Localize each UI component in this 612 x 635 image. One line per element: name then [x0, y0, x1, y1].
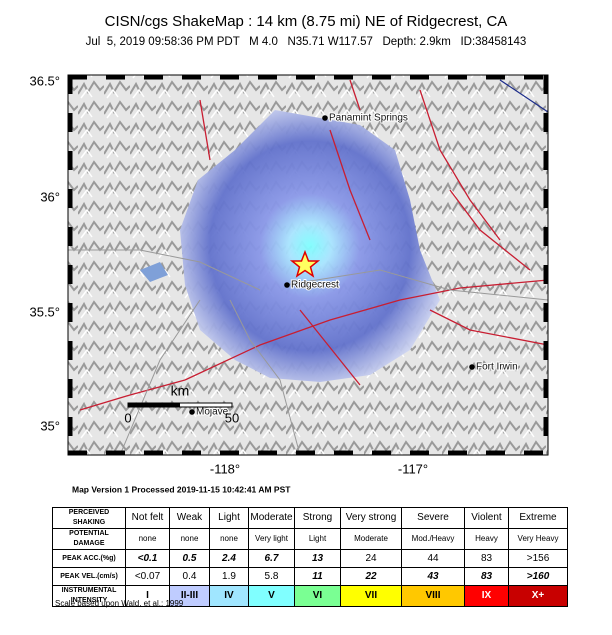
legend-cell: VIII	[401, 585, 465, 607]
legend-row: PEAK ACC.(%g) <0.1 0.5 2.4 6.7 13 24 44 83 >156	[52, 549, 568, 568]
title: CISN/cgs ShakeMap : 14 km (8.75 mi) NE o…	[105, 13, 508, 30]
scale-label: 0	[124, 410, 131, 425]
legend-cell: VI	[294, 585, 341, 607]
intensity-legend: PERCEIVED SHAKING Not felt Weak Light Modera…	[52, 507, 568, 607]
row-label: PERCEIVED SHAKING	[52, 507, 126, 529]
legend-cell: IV	[209, 585, 249, 607]
legend-row: POTENTIAL DAMAGE none none none Very light Li…	[52, 528, 568, 550]
legend-cell: Mod./Heavy	[401, 528, 465, 550]
scale-bar-half	[128, 403, 180, 407]
lat-label: 36°	[40, 189, 60, 204]
legend-cell: V	[248, 585, 295, 607]
legend-cell: 22	[340, 567, 402, 586]
legend-row: INSTRUMENTAL INTENSITY I II-III IV V VI VII VII…	[52, 585, 568, 607]
place-label: Fort Irwin	[476, 362, 518, 373]
legend-cell: none	[125, 528, 170, 550]
legend-cell: I	[125, 585, 170, 607]
place-label: Panamint Springs	[329, 113, 408, 124]
legend-cell: none	[209, 528, 249, 550]
legend-cell: 44	[401, 549, 465, 568]
row-label: PEAK VEL.(cm/s)	[52, 567, 126, 586]
legend-cell: 0.4	[169, 567, 210, 586]
lake	[140, 262, 168, 282]
legend-cell: Extreme	[508, 507, 568, 529]
scale-unit: km	[171, 383, 190, 399]
legend-cell: 43	[401, 567, 465, 586]
legend-cell: IX	[464, 585, 509, 607]
place-label: Ridgecrest	[291, 280, 339, 291]
faults	[79, 79, 549, 411]
legend-row: PERCEIVED SHAKING Not felt Weak Light Modera…	[52, 507, 568, 529]
legend-cell: Light	[294, 528, 341, 550]
legend-cell: >156	[508, 549, 568, 568]
lat-label: 35.5°	[29, 304, 60, 319]
legend-cell: >160	[508, 567, 568, 586]
frame-ticks	[67, 74, 549, 456]
legend-cell: Heavy	[464, 528, 509, 550]
place-dot	[284, 282, 290, 288]
legend-cell: 2.4	[209, 549, 249, 568]
row-label: INSTRUMENTAL INTENSITY	[52, 585, 126, 607]
map-figure: CISN/cgs ShakeMap : 14 km (8.75 mi) NE o…	[29, 13, 549, 494]
legend-cell: Not felt	[125, 507, 170, 529]
legend-cell: Violent	[464, 507, 509, 529]
shaking-area	[180, 110, 440, 382]
legend-cell: 24	[340, 549, 402, 568]
legend-cell: Very Heavy	[508, 528, 568, 550]
boundary	[499, 79, 549, 113]
lat-label: 36.5°	[29, 73, 60, 88]
legend-cell: <0.07	[125, 567, 170, 586]
legend-cell: 11	[294, 567, 341, 586]
place-dot	[322, 115, 328, 121]
legend-row: PEAK VEL.(cm/s) <0.07 0.4 1.9 5.8 11 22 43 83 >16…	[52, 567, 568, 586]
legend-cell: X+	[508, 585, 568, 607]
legend-cell: Very light	[248, 528, 295, 550]
legend-cell: 5.8	[248, 567, 295, 586]
legend-cell: Strong	[294, 507, 341, 529]
legend-cell: 6.7	[248, 549, 295, 568]
lat-label: 35°	[40, 418, 60, 433]
lon-label: -117°	[398, 461, 428, 476]
row-label: POTENTIAL DAMAGE	[52, 528, 126, 550]
legend-cell: II-III	[169, 585, 210, 607]
legend-cell: <0.1	[125, 549, 170, 568]
scale-label: 50	[225, 410, 239, 425]
legend-cell: none	[169, 528, 210, 550]
place-dot	[469, 364, 475, 370]
row-label: PEAK ACC.(%g)	[52, 549, 126, 568]
lon-label: -118°	[210, 461, 240, 476]
map	[68, 75, 549, 456]
legend-cell: Light	[209, 507, 249, 529]
legend-cell: 83	[464, 567, 509, 586]
legend-cell: 13	[294, 549, 341, 568]
legend-cell: 1.9	[209, 567, 249, 586]
legend-cell: Moderate	[340, 528, 402, 550]
epicenter	[289, 249, 321, 278]
legend-cell: Weak	[169, 507, 210, 529]
roads	[68, 249, 549, 456]
version-note: Map Version 1 Processed 2019-11-15 10:42…	[72, 484, 291, 494]
legend-cell: 0.5	[169, 549, 210, 568]
legend-cell: Moderate	[248, 507, 295, 529]
legend-cell: Very strong	[340, 507, 402, 529]
legend-cell: Severe	[401, 507, 465, 529]
subtitle: Jul 5, 2019 09:58:36 PM PDT M 4.0 N35.71…	[86, 36, 527, 48]
place-label: Mojave	[196, 407, 229, 418]
legend-cell: 83	[464, 549, 509, 568]
footnote: Scale based upon Wald, et al.; 1999	[55, 599, 184, 608]
place-dot	[189, 409, 195, 415]
legend-cell: VII	[340, 585, 402, 607]
